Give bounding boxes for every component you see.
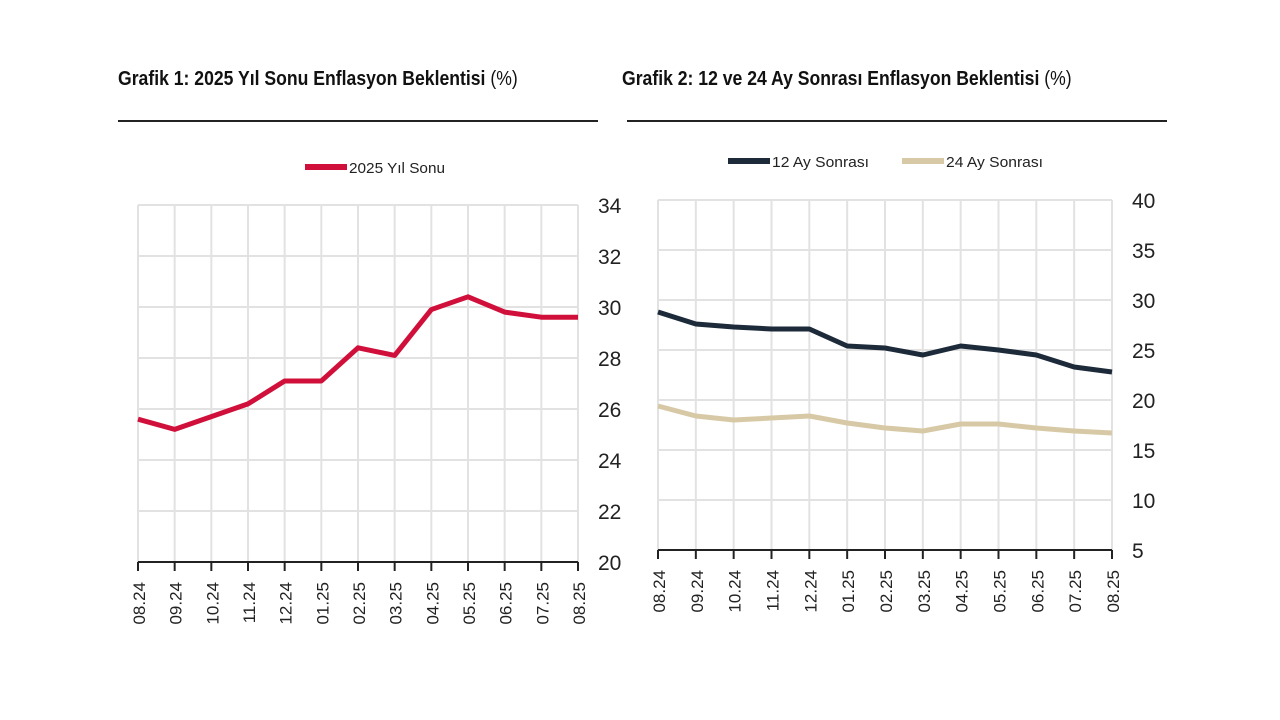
chart1-title: Grafik 1: 2025 Yıl Sonu Enflasyon Beklen… — [118, 68, 518, 90]
chart1-title-rule — [118, 120, 598, 122]
chart1-xtick-label: 06.25 — [497, 582, 516, 625]
chart2-ytick-label: 30 — [1132, 290, 1155, 313]
chart1-ytick-label: 26 — [598, 399, 621, 422]
chart2-xtick-label: 08.25 — [1104, 570, 1123, 613]
chart2-xtick-label: 02.25 — [877, 570, 896, 613]
chart1-xtick-label: 03.25 — [387, 582, 406, 625]
chart1-xtick-label: 08.25 — [570, 582, 589, 625]
chart2-ytick-label: 25 — [1132, 340, 1155, 363]
chart1-ytick-label: 22 — [598, 501, 621, 524]
chart1-ytick-label: 28 — [598, 348, 621, 371]
chart2-unit: (%) — [1044, 68, 1072, 90]
chart2-xtick-label: 10.24 — [726, 570, 745, 613]
chart1-xtick-label: 02.25 — [350, 582, 369, 625]
chart2-legend-label: 24 Ay Sonrası — [946, 154, 1043, 171]
chart1-xtick-label: 09.24 — [167, 582, 186, 625]
chart2-ytick-label: 35 — [1132, 240, 1155, 263]
chart2-legend-label: 12 Ay Sonrası — [772, 154, 869, 171]
chart1-ytick-label: 34 — [598, 195, 622, 218]
chart1-xtick-label: 11.24 — [240, 582, 259, 623]
chart1-xtick-label: 07.25 — [533, 582, 552, 625]
chart2-xtick-label: 03.25 — [915, 570, 934, 613]
chart2-xtick-label: 05.25 — [991, 570, 1010, 613]
chart1-xtick-label: 12.24 — [277, 582, 296, 625]
chart2-xtick-label: 08.24 — [650, 570, 669, 613]
chart2-xtick-label: 06.25 — [1028, 570, 1047, 613]
chart1-legend-label: 2025 Yıl Sonu — [349, 160, 445, 177]
chart2-ytick-label: 40 — [1132, 190, 1155, 213]
chart1-xtick-label: 01.25 — [313, 582, 332, 625]
chart2-ytick-label: 15 — [1132, 440, 1155, 463]
chart2-xtick-label: 04.25 — [953, 570, 972, 613]
chart1-ytick-label: 32 — [598, 246, 621, 269]
chart2-xtick-label: 01.25 — [839, 570, 858, 613]
chart2-title: Grafik 2: 12 ve 24 Ay Sonrası Enflasyon … — [622, 68, 1072, 90]
chart2-xtick-label: 11.24 — [764, 570, 783, 611]
chart1-ytick-label: 24 — [598, 450, 622, 473]
chart2-ytick-label: 5 — [1132, 540, 1144, 563]
chart1-unit: (%) — [490, 68, 518, 90]
chart1-ytick-label: 20 — [598, 552, 621, 575]
chart1-ytick-label: 30 — [598, 297, 621, 320]
chart2-ytick-label: 20 — [1132, 390, 1155, 413]
chart2-xtick-label: 07.25 — [1066, 570, 1085, 613]
chart1-xtick-label: 04.25 — [423, 582, 442, 625]
chart2-xtick-label: 12.24 — [801, 570, 820, 613]
chart1-xtick-label: 08.24 — [130, 582, 149, 625]
chart2-xtick-label: 09.24 — [688, 570, 707, 613]
chart2-ytick-label: 10 — [1132, 490, 1155, 513]
chart2-title-rule — [627, 120, 1167, 122]
chart1-xtick-label: 05.25 — [460, 582, 479, 625]
chart1-xtick-label: 10.24 — [203, 582, 222, 625]
